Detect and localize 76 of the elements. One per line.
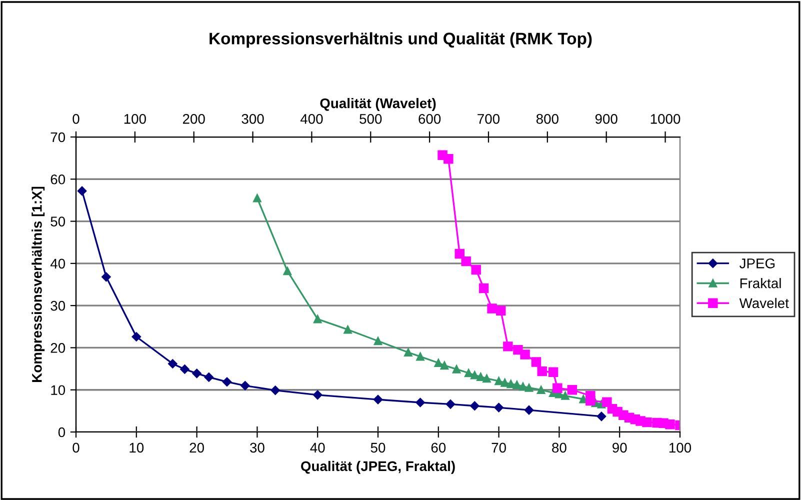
y-tick-label: 30 bbox=[50, 300, 66, 311]
x-tick-label: 10 bbox=[130, 442, 144, 453]
chart-title: Kompressionsverhältnis und Qualität (RMK Top) bbox=[210, 32, 592, 48]
point bbox=[476, 372, 485, 381]
y-tick-label: 0 bbox=[58, 427, 66, 438]
y-tick-label: 50 bbox=[50, 216, 66, 226]
point bbox=[168, 359, 178, 368]
y-tick-label: 10 bbox=[51, 385, 66, 396]
x2-tick-label: 600 bbox=[418, 114, 441, 124]
point bbox=[192, 368, 202, 378]
y-tick-label: 20 bbox=[50, 343, 66, 353]
x2-tick-label: 700 bbox=[478, 114, 500, 124]
x2-tick-label: 1000 bbox=[650, 114, 680, 124]
y-tick-label: 70 bbox=[50, 132, 66, 142]
point bbox=[132, 332, 142, 342]
point bbox=[416, 398, 425, 408]
x2-tick-label: 100 bbox=[124, 114, 146, 124]
x2-tick-label: 300 bbox=[242, 114, 264, 124]
y-tick-label: 40 bbox=[50, 258, 66, 269]
point bbox=[470, 401, 480, 410]
point bbox=[404, 348, 412, 357]
x2-axis-title: Qualität (Wavelet) bbox=[320, 98, 436, 111]
point bbox=[536, 386, 546, 394]
x-tick-label: 20 bbox=[190, 442, 204, 453]
x-tick-label: 50 bbox=[370, 442, 386, 453]
point bbox=[180, 364, 190, 374]
point bbox=[240, 381, 250, 390]
x-axis-title: Qualität (JPEG, Fraktal) bbox=[301, 460, 455, 474]
point bbox=[253, 194, 262, 202]
point bbox=[77, 186, 87, 196]
x-tick-label: 30 bbox=[250, 442, 264, 453]
point bbox=[524, 384, 534, 392]
point bbox=[452, 365, 461, 374]
point bbox=[561, 392, 570, 400]
point bbox=[446, 400, 456, 409]
point bbox=[222, 377, 232, 386]
x-tick-label: 100 bbox=[669, 442, 692, 453]
point bbox=[464, 368, 473, 378]
x2-tick-label: 200 bbox=[182, 114, 205, 124]
x-tick-label: 40 bbox=[310, 442, 325, 453]
point bbox=[270, 386, 280, 395]
x2-tick-label: 400 bbox=[300, 114, 323, 124]
x-tick-label: 60 bbox=[431, 442, 446, 453]
point bbox=[204, 372, 214, 382]
point bbox=[416, 352, 424, 361]
x2-tick-label: 500 bbox=[360, 114, 382, 124]
x-tick-label: 90 bbox=[612, 442, 627, 453]
point bbox=[494, 402, 504, 412]
point bbox=[512, 380, 522, 389]
point bbox=[344, 325, 352, 334]
x2-tick-label: 900 bbox=[595, 114, 618, 124]
y-axis-title: Kompressionsverhältnis [1:X] bbox=[32, 186, 45, 382]
point bbox=[312, 390, 322, 400]
legend-label: JPEG bbox=[740, 258, 775, 268]
point bbox=[470, 370, 479, 380]
x2-tick-label: 800 bbox=[536, 114, 558, 124]
point bbox=[524, 405, 534, 415]
x2-tick-label: 0 bbox=[72, 114, 80, 124]
point bbox=[313, 314, 322, 324]
point bbox=[283, 266, 292, 276]
point bbox=[440, 361, 449, 370]
point bbox=[373, 394, 383, 404]
point bbox=[596, 412, 606, 422]
x-tick-label: 0 bbox=[72, 442, 80, 453]
point bbox=[102, 272, 111, 282]
point bbox=[374, 336, 382, 346]
y-tick-label: 60 bbox=[50, 174, 66, 184]
point bbox=[482, 374, 491, 383]
point bbox=[518, 382, 528, 391]
point bbox=[500, 378, 510, 387]
legend-label: Fraktal bbox=[740, 278, 781, 288]
point bbox=[494, 376, 503, 386]
x-tick-label: 70 bbox=[492, 442, 506, 453]
legend-label: Wavelet bbox=[739, 298, 789, 308]
x-tick-label: 80 bbox=[552, 442, 566, 453]
point bbox=[434, 358, 443, 368]
